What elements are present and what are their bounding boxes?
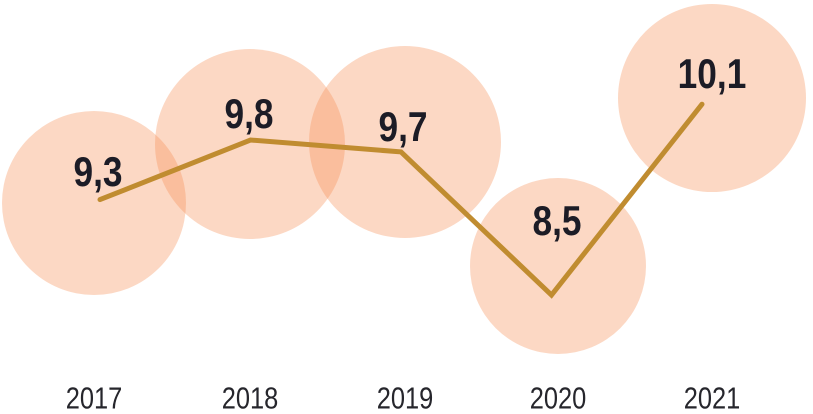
value-label-2017: 9,3 <box>73 148 123 195</box>
value-label-2019: 9,7 <box>378 103 428 150</box>
bubble-2021 <box>618 4 806 192</box>
trend-line <box>97 101 705 299</box>
value-label-2020: 8,5 <box>532 197 582 244</box>
bubble-2018 <box>155 49 345 239</box>
value-label-2021: 10,1 <box>677 50 747 97</box>
bubble-2017 <box>2 111 186 295</box>
year-label-2020: 2020 <box>529 380 587 414</box>
year-label-2018: 2018 <box>221 380 279 414</box>
value-label-2018: 9,8 <box>224 90 274 137</box>
year-label-2021: 2021 <box>683 380 741 414</box>
bubble-2019 <box>309 46 501 238</box>
year-label-2017: 2017 <box>65 380 123 414</box>
year-label-2019: 2019 <box>376 380 434 414</box>
bubble-2020 <box>470 178 646 354</box>
